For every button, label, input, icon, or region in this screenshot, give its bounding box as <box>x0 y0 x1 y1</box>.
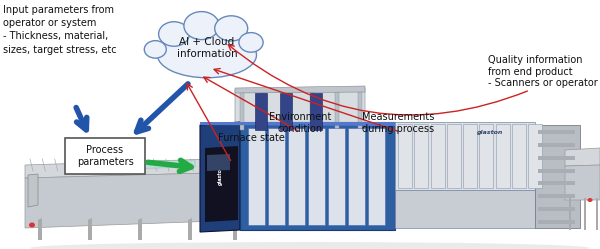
Polygon shape <box>240 122 395 230</box>
Polygon shape <box>285 90 289 130</box>
Polygon shape <box>596 198 598 230</box>
Ellipse shape <box>239 33 263 52</box>
Text: Input parameters from
operator or system
- Thickness, material,
sizes, target st: Input parameters from operator or system… <box>3 5 116 55</box>
Polygon shape <box>255 93 267 130</box>
Bar <box>65 138 145 174</box>
Text: Environment
condition: Environment condition <box>269 112 331 134</box>
Polygon shape <box>268 128 285 225</box>
Polygon shape <box>25 158 245 178</box>
Polygon shape <box>348 128 365 225</box>
Polygon shape <box>565 148 600 166</box>
Ellipse shape <box>145 41 166 58</box>
Polygon shape <box>395 190 535 228</box>
Text: Process
parameters: Process parameters <box>77 145 133 167</box>
Ellipse shape <box>184 12 219 40</box>
Ellipse shape <box>215 16 248 41</box>
Polygon shape <box>188 218 192 240</box>
Polygon shape <box>280 93 292 130</box>
Text: glaston: glaston <box>477 129 503 134</box>
Polygon shape <box>328 128 345 225</box>
Polygon shape <box>584 198 586 230</box>
Polygon shape <box>368 128 385 225</box>
Polygon shape <box>395 122 535 190</box>
Polygon shape <box>538 169 575 173</box>
Polygon shape <box>565 165 600 200</box>
Ellipse shape <box>30 242 590 249</box>
Text: AI + Cloud
information: AI + Cloud information <box>176 37 238 59</box>
Polygon shape <box>80 160 195 170</box>
Polygon shape <box>569 198 571 230</box>
Polygon shape <box>414 124 428 188</box>
Polygon shape <box>205 146 238 222</box>
Polygon shape <box>512 124 526 188</box>
Polygon shape <box>496 124 509 188</box>
Text: Furnace state: Furnace state <box>218 133 285 143</box>
Polygon shape <box>538 143 575 147</box>
Text: glaston: glaston <box>218 165 223 185</box>
Text: Measurements
during process: Measurements during process <box>362 112 434 134</box>
Polygon shape <box>235 88 365 130</box>
Polygon shape <box>538 182 575 186</box>
Polygon shape <box>447 124 461 188</box>
Polygon shape <box>200 122 240 232</box>
Polygon shape <box>335 90 339 130</box>
Polygon shape <box>538 220 575 224</box>
Polygon shape <box>28 174 38 207</box>
Polygon shape <box>528 124 542 188</box>
Polygon shape <box>138 218 142 240</box>
Ellipse shape <box>29 223 35 228</box>
Polygon shape <box>207 154 230 171</box>
Polygon shape <box>398 124 412 188</box>
Polygon shape <box>538 130 575 134</box>
Polygon shape <box>358 90 362 130</box>
Polygon shape <box>88 218 92 240</box>
Polygon shape <box>38 218 42 240</box>
Ellipse shape <box>158 22 190 46</box>
Polygon shape <box>310 90 314 130</box>
Polygon shape <box>538 156 575 160</box>
Polygon shape <box>240 90 244 130</box>
Polygon shape <box>479 124 493 188</box>
Polygon shape <box>310 93 322 130</box>
Polygon shape <box>538 194 575 198</box>
Polygon shape <box>233 218 237 240</box>
Ellipse shape <box>587 198 593 202</box>
Polygon shape <box>288 128 305 225</box>
Polygon shape <box>538 207 575 211</box>
Polygon shape <box>260 90 264 130</box>
Ellipse shape <box>157 32 257 78</box>
Polygon shape <box>308 128 325 225</box>
Polygon shape <box>431 124 445 188</box>
Polygon shape <box>535 125 580 228</box>
Polygon shape <box>200 122 395 126</box>
Polygon shape <box>463 124 477 188</box>
Polygon shape <box>25 172 245 228</box>
Text: Quality information
from end product
- Scanners or operator: Quality information from end product - S… <box>488 55 598 88</box>
Polygon shape <box>235 86 365 93</box>
Polygon shape <box>248 128 265 225</box>
